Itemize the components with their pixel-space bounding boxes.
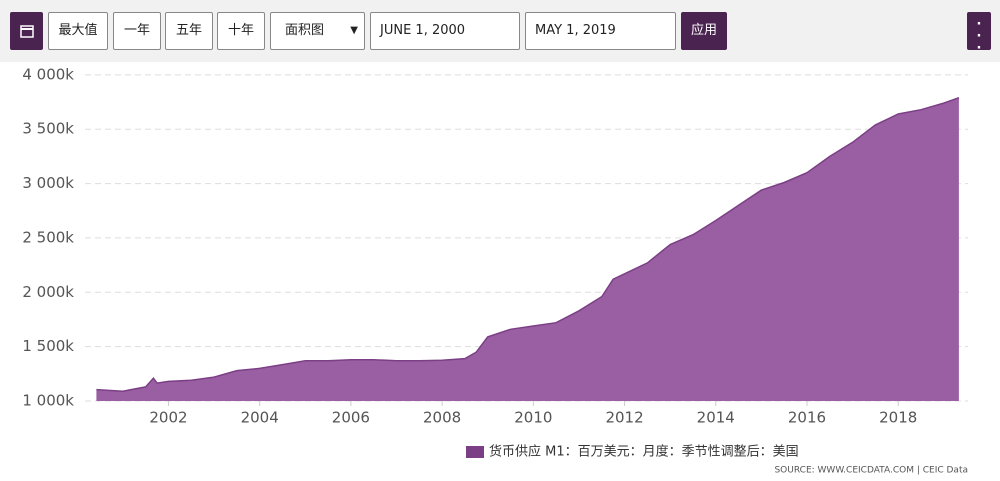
five-year-button[interactable]: 五年 — [165, 12, 213, 50]
y-tick-label: 2 500k — [22, 228, 74, 246]
x-tick-label: 2004 — [241, 409, 279, 427]
legend-swatch — [466, 446, 484, 458]
apply-button[interactable]: 应用 — [681, 12, 727, 50]
area — [96, 97, 959, 401]
y-tick-label: 2 000k — [22, 283, 74, 301]
max-button[interactable]: 最大值 — [48, 12, 108, 50]
toolbar: 最大值 一年 五年 十年 面积图 ▼ JUNE 1, 2000 MAY 1, 20… — [0, 12, 1000, 55]
y-tick-label: 1 000k — [22, 392, 74, 410]
chart-type-select[interactable]: 面积图 ▼ — [270, 12, 365, 50]
legend-label: 货币供应 M1：百万美元：月度：季节性调整后：美国 — [489, 444, 799, 460]
x-tick-label: 2014 — [697, 409, 735, 427]
area-line — [96, 96, 960, 392]
x-tick-label: 2010 — [514, 409, 552, 427]
calendar-icon — [19, 25, 34, 38]
start-date-input[interactable]: JUNE 1, 2000 — [370, 12, 520, 50]
select-text: 面积图 — [285, 23, 325, 38]
calendar-button[interactable] — [10, 12, 43, 50]
y-tick-label: 4 000k — [22, 65, 74, 83]
one-year-button[interactable]: 一年 — [113, 12, 161, 50]
y-tick-label: 1 500k — [22, 337, 74, 355]
source-note: SOURCE: WWW.CEICDATA.COM | CEIC Data — [774, 466, 968, 476]
select-arrow: ▼ — [350, 25, 358, 36]
end-date-input[interactable]: MAY 1, 2019 — [525, 12, 676, 50]
x-tick-label: 2018 — [879, 409, 917, 427]
menu-button[interactable]: · · · — [967, 12, 991, 55]
x-tick-label: 2012 — [605, 409, 643, 427]
y-tick-label: 3 000k — [22, 174, 74, 192]
ten-year-button[interactable]: 十年 — [217, 12, 265, 50]
x-tick-label: 2016 — [788, 409, 826, 427]
x-tick-label: 2006 — [332, 409, 370, 427]
x-tick-label: 2002 — [149, 409, 187, 427]
chart: 1 000k 1 500k 2 000k 2 500k 3 000k 3 500k 4 00… — [0, 62, 1000, 481]
y-tick-label: 3 500k — [22, 120, 74, 138]
x-tick-label: 2008 — [423, 409, 461, 427]
